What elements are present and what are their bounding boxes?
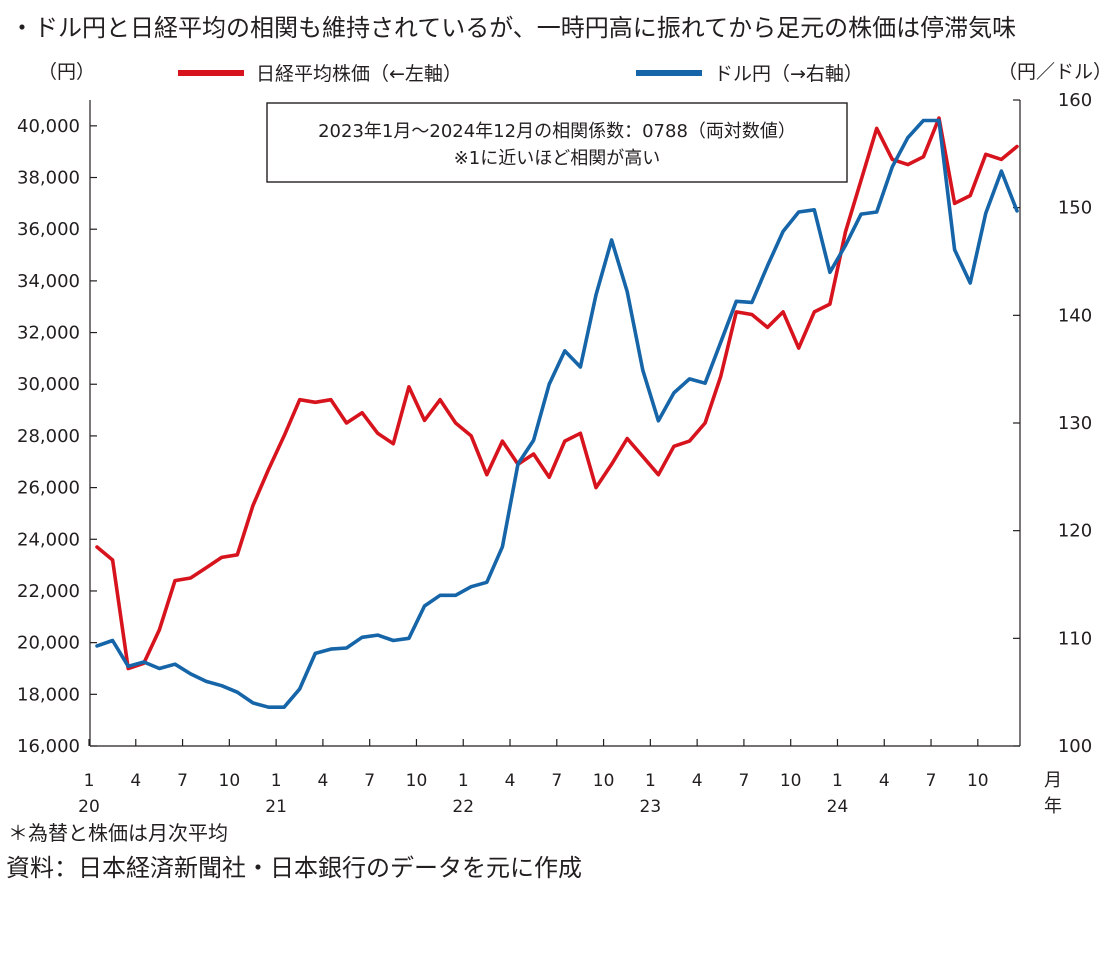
left-tick-label: 36,000 [17,219,80,240]
right-tick-label: 120 [1058,521,1092,542]
right-tick-label: 140 [1058,305,1092,326]
right-tick-label: 160 [1058,90,1092,111]
x-tick-label-month: 7 [551,771,562,791]
left-tick-label: 22,000 [17,581,80,602]
x-tick-label-year: 23 [640,797,662,817]
series-line-nikkei [95,116,1019,671]
left-tick-label: 32,000 [17,323,80,344]
x-axis-ticks: 1 4 7 10 1 4 7 10 1 4 7 10 1 4 7 10 1 4 7 10 20 21 22 23 24 [78,739,989,817]
x-tick-label-month: 4 [692,771,703,791]
legend-label-usdjpy: ドル円（→右軸） [714,63,863,85]
x-tick-label-month: 1 [458,771,469,791]
left-tick-label: 16,000 [17,736,80,757]
x-tick-label-year: 22 [452,797,474,817]
x-tick-label-month: 1 [645,771,656,791]
x-tick-label-month: 1 [832,771,843,791]
footnote: ＊為替と株価は月次平均 [8,821,228,845]
x-tick-label-month: 1 [84,771,95,791]
x-unit-month: 月 [1044,770,1062,791]
left-tick-label: 26,000 [17,478,80,499]
x-tick-label-month: 1 [271,771,282,791]
x-tick-label-year: 21 [265,797,287,817]
source-note: 資料：日本経済新聞社・日本銀行のデータを元に作成 [6,854,582,882]
annotation-line-1: 2023年1月〜2024年12月の相関係数：0788（両対数値） [318,121,796,142]
left-axis-ticks: 16,000 18,000 20,000 22,000 24,000 26,000 28,0… [17,116,97,757]
x-tick-label-month: 7 [739,771,750,791]
plot-area: 16,000 18,000 20,000 22,000 24,000 26,000 28,0… [17,90,1092,817]
left-tick-label: 40,000 [17,116,80,137]
x-tick-label-month: 4 [879,771,890,791]
x-tick-label-month: 7 [364,771,375,791]
right-tick-label: 110 [1058,628,1092,649]
right-axis-ticks: 100 110 120 130 140 150 160 [1013,90,1092,757]
left-tick-label: 18,000 [17,684,80,705]
x-tick-label-month: 10 [593,771,615,791]
right-tick-label: 100 [1058,736,1092,757]
left-tick-label: 30,000 [17,374,80,395]
x-tick-label-month: 10 [780,771,802,791]
x-tick-label-month: 7 [177,771,188,791]
legend-label-nikkei: 日経平均株価（←左軸） [256,63,462,85]
left-axis-unit: （円） [38,61,95,83]
left-tick-label: 24,000 [17,529,80,550]
annotation-box [266,102,848,183]
x-tick-label-year: 24 [827,797,849,817]
x-tick-label-month: 4 [130,771,141,791]
correlation-annotation: 2023年1月〜2024年12月の相関係数：0788（両対数値） ※1に近いほど… [266,102,848,183]
x-tick-label-month: 10 [219,771,241,791]
x-tick-label-month: 4 [317,771,328,791]
annotation-line-2: ※1に近いほど相関が高い [454,148,661,169]
left-tick-label: 20,000 [17,633,80,654]
x-tick-label-year: 20 [78,797,100,817]
right-axis-unit: （円／ドル） [998,61,1112,83]
chart-title: ・ドル円と日経平均の相関も維持されているが、一時円高に振れてから足元の株価は停滞… [10,14,1016,42]
series-line-usdjpy [95,118,1019,710]
right-tick-label: 150 [1058,198,1092,219]
right-tick-label: 130 [1058,413,1092,434]
left-tick-label: 34,000 [17,271,80,292]
x-tick-label-month: 4 [505,771,516,791]
x-tick-label-month: 10 [967,771,989,791]
x-tick-label-month: 7 [926,771,937,791]
left-tick-label: 38,000 [17,168,80,189]
series-layer [95,116,1019,710]
x-tick-label-month: 10 [406,771,428,791]
left-tick-label: 28,000 [17,426,80,447]
legend: 日経平均株価（←左軸） ドル円（→右軸） [178,63,863,85]
x-unit-year: 年 [1044,796,1062,817]
